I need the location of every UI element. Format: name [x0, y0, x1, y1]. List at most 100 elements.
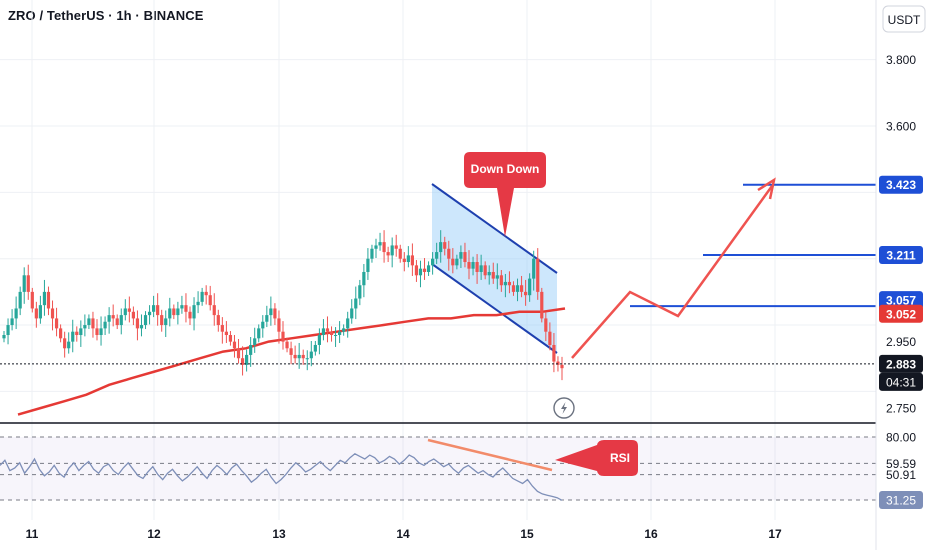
- candle-body: [42, 291, 47, 306]
- candle-body: [325, 328, 330, 332]
- candle-body: [269, 308, 273, 316]
- candle-body: [18, 291, 22, 309]
- candle-body: [532, 258, 536, 279]
- candle-body: [374, 245, 378, 249]
- candle-body: [386, 252, 390, 256]
- candle-body: [285, 341, 289, 349]
- projection-line: [571, 185, 774, 359]
- chart-title: ZRO / TetherUS · 1h · BINANCE: [8, 8, 204, 23]
- candle-body: [265, 315, 269, 322]
- candle-body: [305, 358, 309, 360]
- price-tick-label: 2.950: [886, 335, 916, 349]
- candle-body: [30, 291, 34, 309]
- time-tick-label: 12: [147, 527, 161, 541]
- rsi-tag-label: 31.25: [886, 494, 916, 508]
- candle-body: [277, 318, 281, 332]
- countdown-bg: [879, 372, 923, 391]
- candle-body: [139, 325, 144, 329]
- currency-badge[interactable]: USDT: [882, 5, 926, 33]
- candle-body: [329, 331, 334, 336]
- candle-body: [111, 315, 115, 319]
- candle-body: [257, 328, 261, 339]
- candle-body: [176, 308, 180, 316]
- rsi-tick-label: 80.00: [886, 431, 916, 445]
- rsi-callout: RSI: [555, 440, 638, 476]
- candle-body: [103, 321, 107, 329]
- ema-path: [17, 307, 566, 416]
- time-tick-label: 17: [768, 527, 782, 541]
- candle-body: [439, 242, 443, 253]
- candle-body: [38, 305, 42, 319]
- projection-arrowhead: [757, 177, 776, 200]
- candle-body: [338, 331, 342, 336]
- candle-body: [507, 281, 512, 286]
- candle-body: [245, 354, 249, 365]
- price-tag-bg: [879, 246, 923, 265]
- candle-body: [414, 265, 419, 276]
- candle-body: [471, 262, 475, 269]
- lightning-bolt-icon[interactable]: [553, 397, 575, 419]
- candle-body: [249, 344, 253, 355]
- candle-body: [6, 325, 10, 336]
- projection-path: [571, 177, 776, 359]
- rsi-line: [0, 453, 563, 501]
- candle-body: [59, 328, 63, 339]
- candle-body: [200, 291, 204, 302]
- candle-body: [10, 318, 14, 326]
- candle-body: [160, 315, 164, 326]
- price-tag-bg: [879, 304, 923, 323]
- candle-body: [406, 255, 410, 263]
- candle-body: [131, 311, 135, 319]
- candle-body: [14, 308, 18, 319]
- candle-body: [544, 318, 548, 332]
- candle-body: [196, 301, 200, 306]
- candle-body: [253, 338, 257, 345]
- candle-body: [83, 325, 87, 329]
- candle-body: [459, 252, 463, 259]
- candle-body: [75, 331, 79, 336]
- candle-body: [495, 275, 499, 279]
- candle-body: [366, 258, 370, 272]
- candle-body: [317, 335, 321, 345]
- candle-body: [164, 318, 168, 326]
- down-down-callout: Down Down: [464, 152, 546, 237]
- candle-body: [212, 305, 216, 316]
- candle-body: [342, 328, 346, 332]
- candle-body: [410, 255, 414, 266]
- candle-body: [350, 308, 354, 319]
- rsi-trendline: [427, 438, 553, 472]
- candles: [2, 230, 564, 381]
- candle-body: [511, 285, 516, 292]
- candle-body: [293, 354, 297, 359]
- candle-body: [289, 348, 293, 355]
- price-tag-label: 2.883: [886, 357, 916, 371]
- candle-body: [156, 305, 160, 316]
- countdown-label: 04:31: [886, 375, 916, 389]
- candle-body: [447, 248, 451, 259]
- candle-body: [228, 335, 233, 342]
- candle-body: [540, 291, 544, 319]
- candle-body: [34, 308, 38, 319]
- candle-body: [422, 268, 427, 272]
- time-axis: 11 12 13 14 15 16 17: [26, 527, 782, 541]
- candle-body: [54, 318, 59, 329]
- price-tag-bg: [879, 354, 923, 373]
- candle-body: [281, 331, 285, 342]
- candle-body: [552, 344, 556, 362]
- candle-body: [168, 308, 172, 319]
- candle-body: [515, 285, 520, 292]
- candle-body: [107, 315, 111, 322]
- candle-body: [63, 338, 67, 349]
- candle-body: [216, 315, 220, 326]
- candle-body: [418, 268, 423, 276]
- candle-body: [463, 252, 467, 263]
- candle-body: [358, 285, 362, 299]
- price-tag-bg: [879, 291, 923, 310]
- candle-body: [402, 258, 406, 263]
- candle-body: [426, 265, 431, 272]
- candle-body: [50, 308, 55, 319]
- rsi-pane: [0, 436, 876, 501]
- candle-body: [487, 271, 491, 276]
